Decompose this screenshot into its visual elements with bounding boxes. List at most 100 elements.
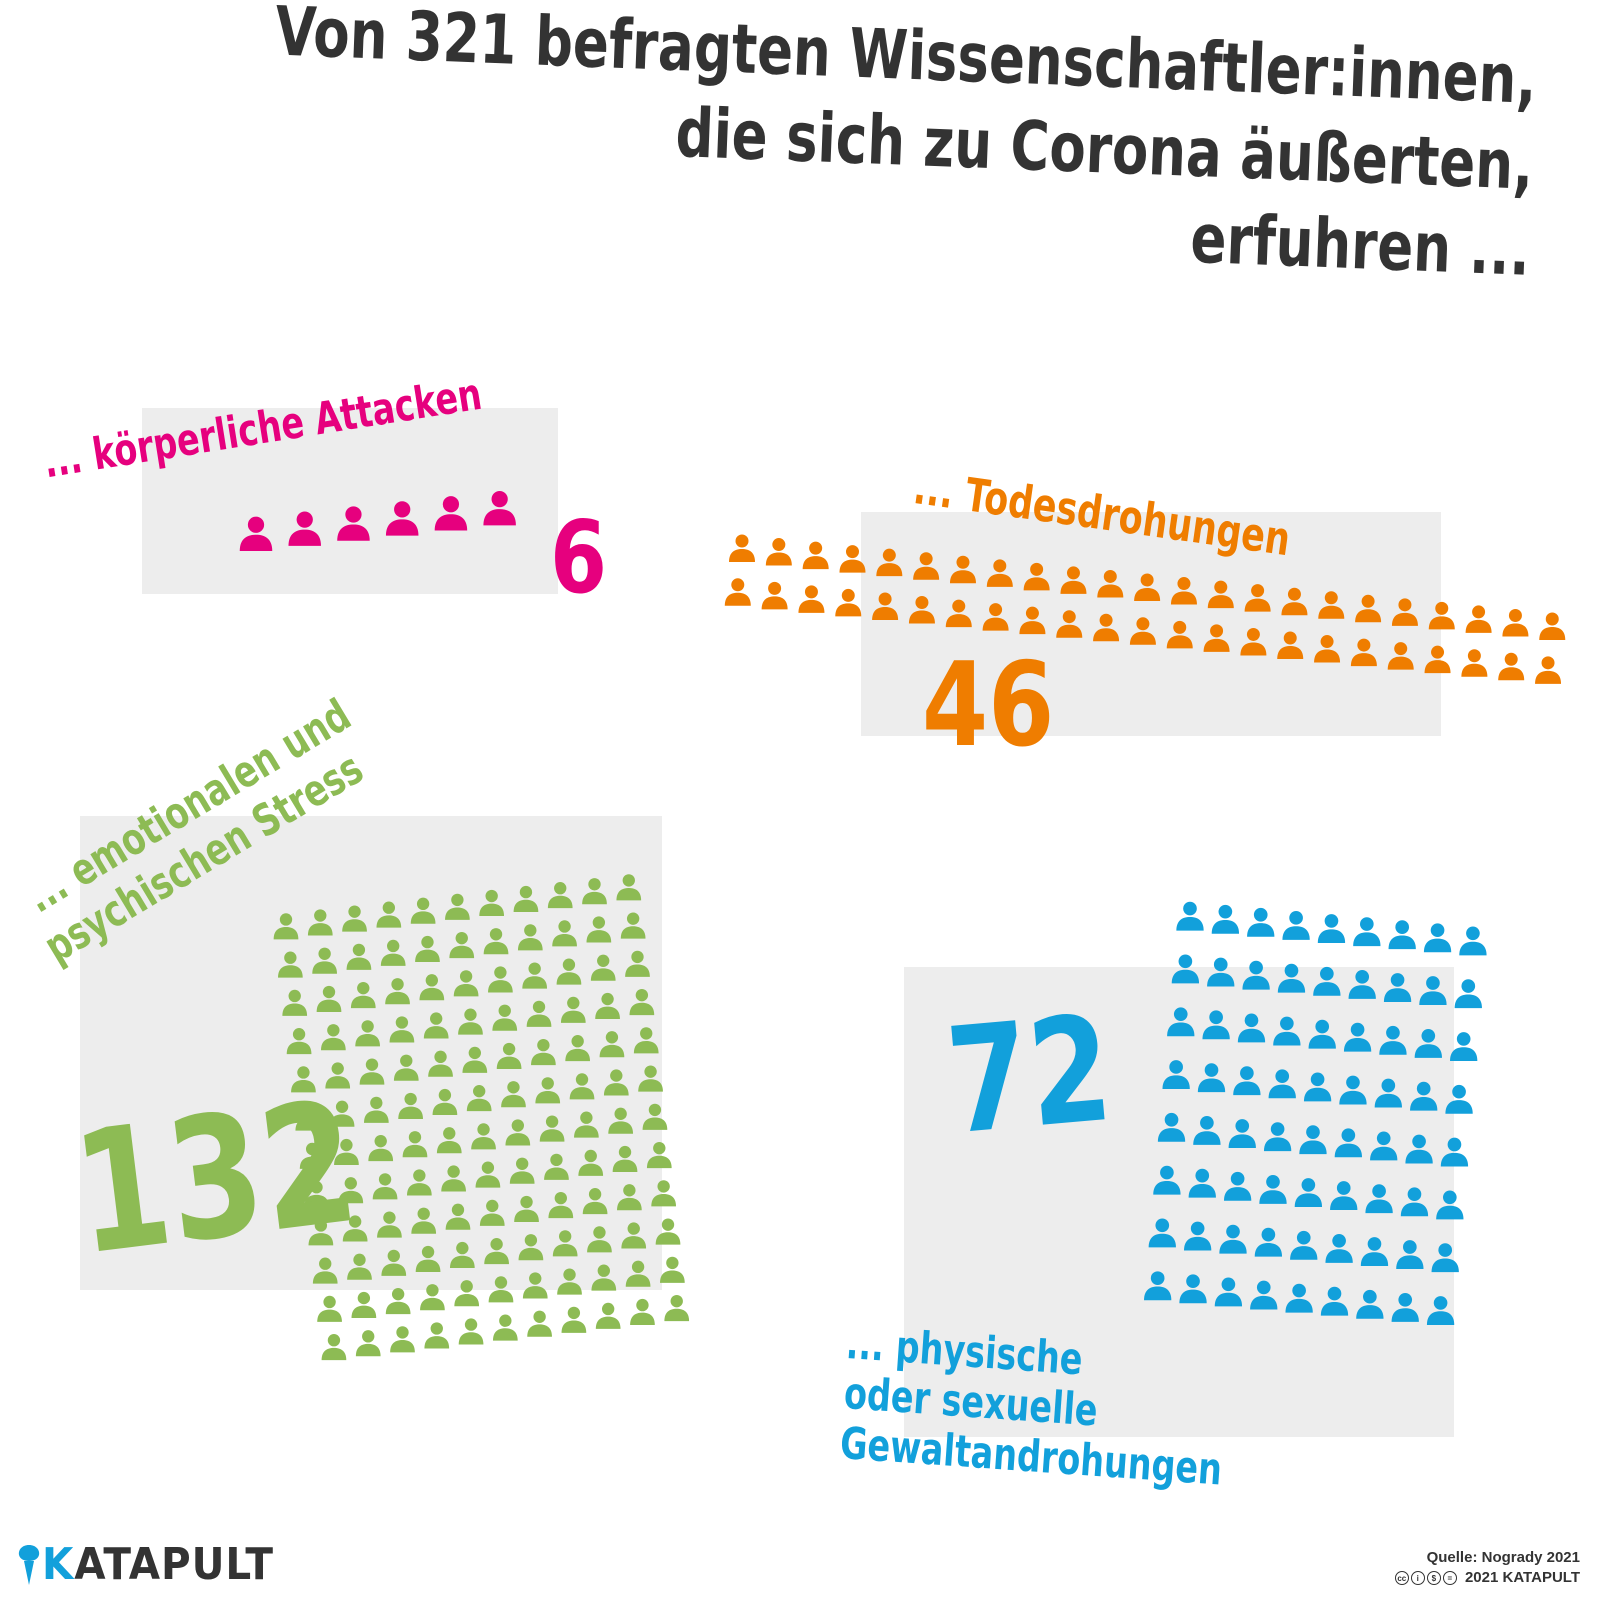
violence-person-icon-44 xyxy=(1405,1134,1433,1164)
violence-person-icon-59 xyxy=(1290,1230,1318,1260)
stress-person-icon-108 xyxy=(587,1226,612,1253)
death-person-icon-32 xyxy=(1019,606,1046,635)
stress-person-icon-46 xyxy=(325,1062,351,1089)
stress-person-icon-50 xyxy=(462,1046,488,1073)
death-person-icon-11 xyxy=(1097,569,1124,598)
stress-person-icon-104 xyxy=(449,1241,475,1269)
stress-person-icon-102 xyxy=(381,1249,407,1276)
death-person-icon-42 xyxy=(1387,642,1414,670)
stress-person-icon-44 xyxy=(629,988,655,1016)
stress-person-icon-14 xyxy=(346,943,372,970)
stress-person-icon-38 xyxy=(423,1012,449,1039)
violence-person-icon-6 xyxy=(1353,917,1381,947)
violence-person-icon-23 xyxy=(1308,1019,1336,1049)
stress-person-icon-52 xyxy=(531,1038,556,1066)
stress-person-icon-79 xyxy=(338,1177,364,1204)
stress-person-icon-110 xyxy=(655,1218,681,1245)
violence-person-icon-35 xyxy=(1410,1081,1438,1111)
death-person-icon-38 xyxy=(1240,627,1267,656)
stress-person-icon-116 xyxy=(488,1276,514,1303)
violence-person-icon-5 xyxy=(1317,914,1346,943)
stress-person-icon-35 xyxy=(321,1024,346,1051)
stress-person-icon-112 xyxy=(351,1291,377,1319)
stress-person-icon-43 xyxy=(595,992,620,1020)
violence-person-icon-60 xyxy=(1325,1233,1353,1263)
stress-person-icon-27 xyxy=(419,974,445,1001)
violence-person-icon-45 xyxy=(1440,1137,1469,1167)
stress-person-icon-114 xyxy=(420,1284,445,1311)
stress-person-icon-60 xyxy=(432,1088,458,1116)
violence-person-icon-67 xyxy=(1250,1280,1278,1310)
death-person-icon-22 xyxy=(1502,608,1529,637)
violence-person-icon-50 xyxy=(1294,1178,1323,1207)
violence-person-icon-25 xyxy=(1379,1025,1407,1055)
stress-person-icon-17 xyxy=(449,932,475,959)
stress-person-icon-106 xyxy=(518,1234,544,1261)
catapult-icon xyxy=(18,1544,40,1585)
stress-person-icon-119 xyxy=(591,1264,617,1291)
panel-attacks xyxy=(142,408,558,594)
violence-person-icon-8 xyxy=(1423,923,1452,953)
death-person-icon-28 xyxy=(872,592,899,620)
source-text: Quelle: Nogrady 2021 xyxy=(1426,1549,1580,1566)
violence-person-icon-30 xyxy=(1233,1066,1261,1096)
stress-person-icon-11 xyxy=(616,874,642,901)
violence-person-icon-57 xyxy=(1219,1224,1247,1254)
stress-person-icon-126 xyxy=(458,1318,484,1345)
stress-person-icon-7 xyxy=(479,889,505,916)
stress-person-icon-68 xyxy=(334,1138,359,1166)
stress-person-icon-26 xyxy=(385,978,410,1005)
attacks-person-icon-5 xyxy=(434,496,468,531)
attacks-person-icon-4 xyxy=(385,501,419,536)
stress-person-icon-3 xyxy=(342,905,367,932)
violence-person-icon-1 xyxy=(1176,901,1204,931)
stress-person-icon-77 xyxy=(642,1103,668,1130)
violence-person-icon-22 xyxy=(1273,1016,1301,1046)
death-person-icon-35 xyxy=(1129,617,1156,645)
death-person-icon-34 xyxy=(1093,613,1120,642)
stress-person-icon-66 xyxy=(638,1065,663,1092)
stress-person-icon-105 xyxy=(484,1238,509,1265)
stress-person-icon-29 xyxy=(488,966,513,993)
death-person-icon-4 xyxy=(839,545,866,573)
stress-person-icon-40 xyxy=(492,1004,518,1031)
death-person-icon-21 xyxy=(1465,605,1492,633)
stress-person-icon-123 xyxy=(355,1330,381,1357)
violence-person-icon-14 xyxy=(1313,966,1341,996)
stress-person-icon-62 xyxy=(501,1081,526,1108)
death-person-icon-3 xyxy=(802,541,829,570)
stress-person-icon-13 xyxy=(312,947,337,974)
death-person-icon-41 xyxy=(1350,638,1377,667)
stress-person-icon-54 xyxy=(599,1031,625,1058)
violence-person-icon-26 xyxy=(1414,1028,1442,1058)
violence-person-icon-53 xyxy=(1400,1187,1429,1217)
brand-name: KATAPULT xyxy=(42,1539,274,1590)
death-person-icon-43 xyxy=(1424,645,1451,674)
violence-person-icon-65 xyxy=(1179,1274,1207,1304)
violence-person-icon-51 xyxy=(1330,1181,1358,1211)
stress-person-icon-6 xyxy=(445,893,470,920)
death-person-icon-27 xyxy=(835,588,862,617)
stress-person-icon-47 xyxy=(359,1058,385,1085)
violence-person-icon-34 xyxy=(1374,1078,1402,1108)
death-person-icon-2 xyxy=(765,538,792,566)
death-person-icon-13 xyxy=(1170,577,1197,605)
stress-person-icon-34 xyxy=(286,1028,312,1055)
death-person-icon-6 xyxy=(913,552,940,580)
stress-person-icon-69 xyxy=(368,1134,394,1162)
stress-person-icon-56 xyxy=(295,1104,321,1131)
violence-person-icon-58 xyxy=(1254,1227,1283,1257)
stress-person-icon-36 xyxy=(355,1020,380,1047)
stress-person-icon-97 xyxy=(582,1188,608,1215)
stress-person-icon-129 xyxy=(561,1306,587,1333)
death-person-icon-19 xyxy=(1391,598,1418,626)
stress-person-icon-58 xyxy=(363,1096,389,1123)
stress-person-icon-57 xyxy=(329,1100,355,1127)
stress-person-icon-121 xyxy=(660,1256,685,1283)
violence-person-icon-72 xyxy=(1426,1296,1455,1325)
death-person-icon-23 xyxy=(1539,612,1566,641)
death-person-icon-10 xyxy=(1060,566,1087,594)
stress-person-icon-28 xyxy=(453,970,479,997)
violence-person-icon-37 xyxy=(1157,1112,1186,1142)
